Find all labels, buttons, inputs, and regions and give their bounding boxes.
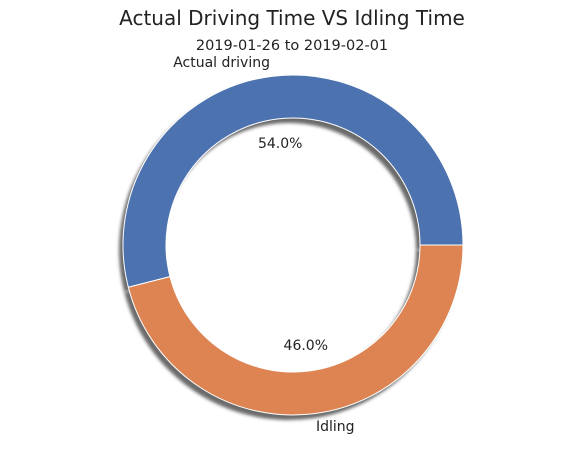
slice-category-label-1: Idling [316, 419, 355, 435]
slice-percent-label-1: 46.0% [284, 338, 328, 354]
chart-title: Actual Driving Time VS Idling Time [119, 6, 465, 30]
donut-labels: Actual driving 54.0% Idling 46.0% [173, 55, 354, 435]
donut-slices [122, 74, 464, 416]
donut-slice-actual-driving [122, 74, 464, 288]
chart-subtitle: 2019-01-26 to 2019-02-01 [195, 38, 389, 54]
slice-category-label-0: Actual driving [173, 55, 270, 71]
donut-slice-idling [127, 244, 464, 416]
slice-percent-label-0: 54.0% [258, 136, 302, 152]
